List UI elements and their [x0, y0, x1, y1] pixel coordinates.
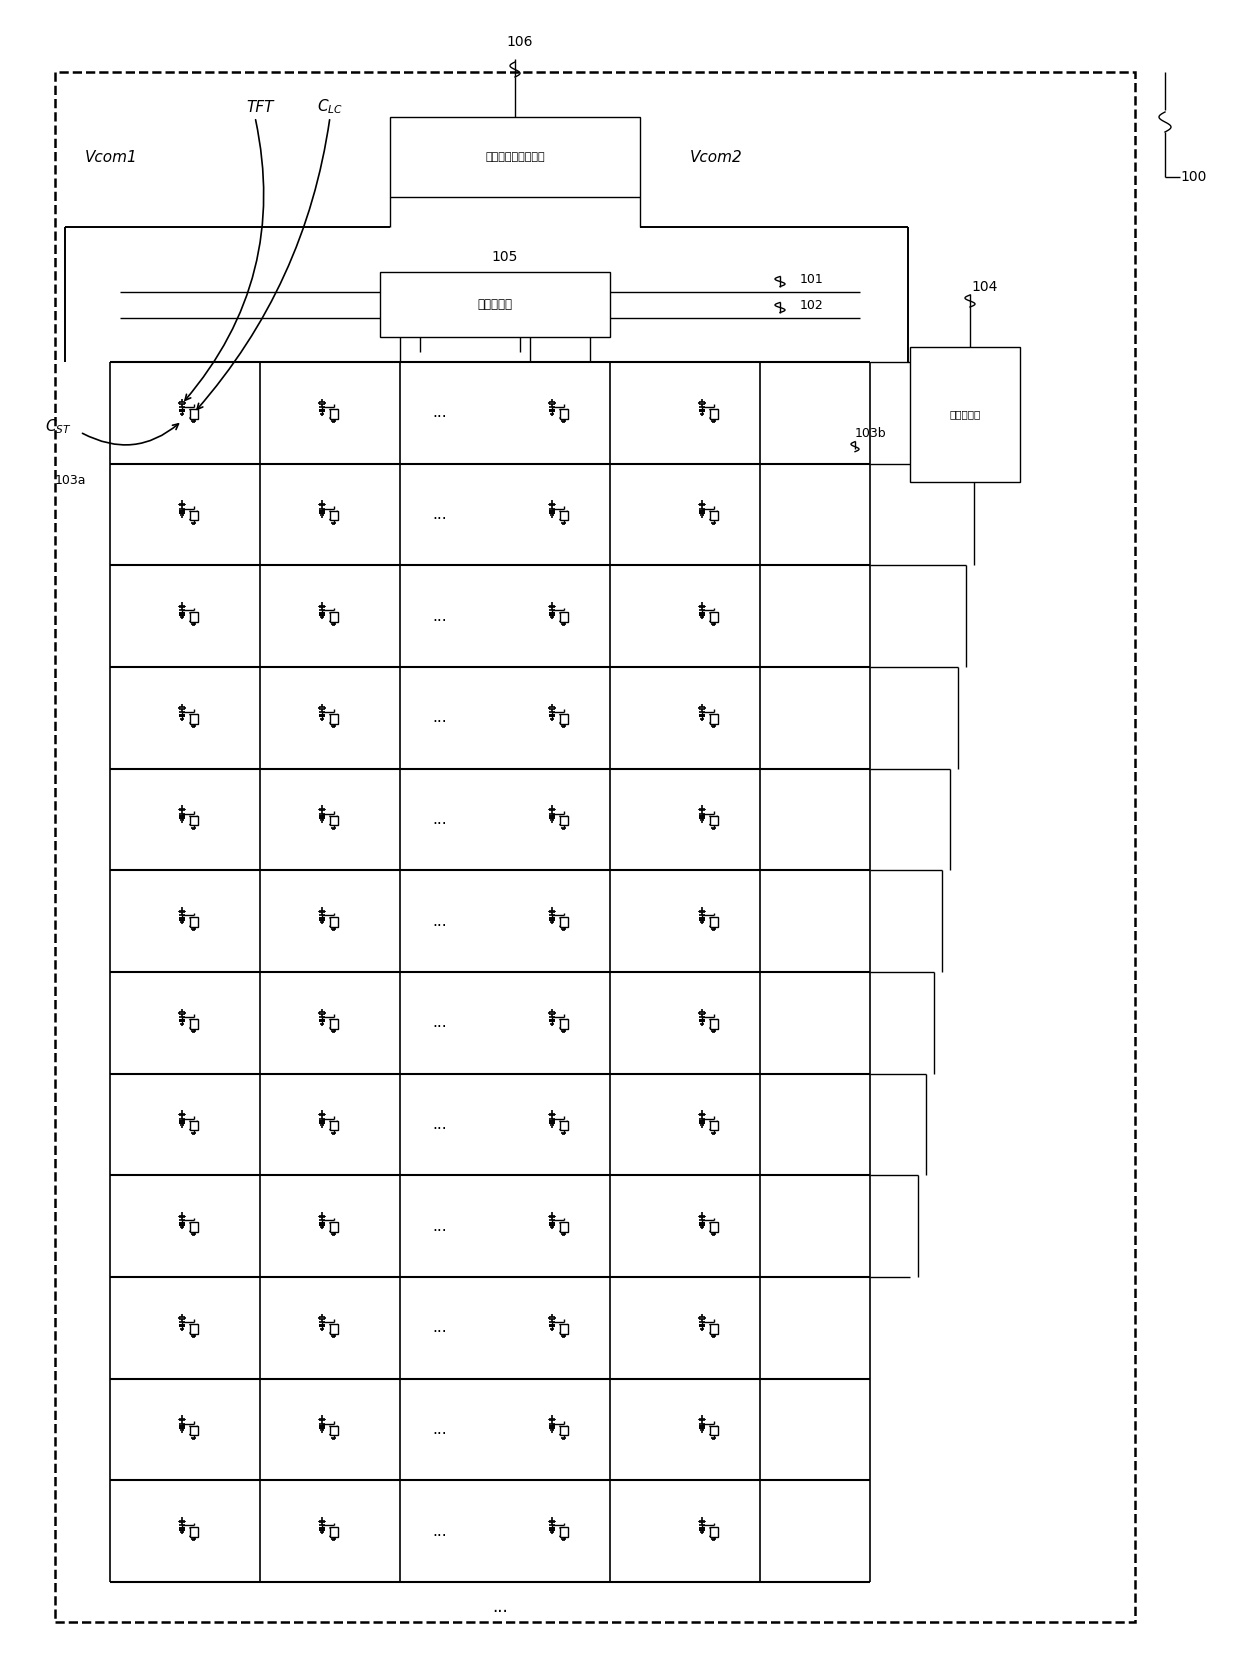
- Bar: [709, 510, 718, 520]
- Bar: [190, 1527, 197, 1537]
- Bar: [709, 1222, 718, 1232]
- Bar: [559, 510, 568, 520]
- Text: 106: 106: [507, 35, 533, 48]
- Bar: [559, 1325, 568, 1333]
- Text: $C_{ST}$: $C_{ST}$: [45, 417, 72, 437]
- Bar: [190, 510, 197, 520]
- Bar: [330, 1325, 337, 1333]
- Text: 101: 101: [800, 273, 823, 286]
- Text: ...: ...: [433, 1320, 448, 1335]
- Bar: [190, 409, 197, 419]
- Bar: [190, 1426, 197, 1436]
- Text: Vcom2: Vcom2: [689, 150, 743, 165]
- Bar: [190, 1120, 197, 1130]
- Bar: [709, 816, 718, 826]
- Bar: [391, 116, 640, 198]
- Text: ...: ...: [492, 1597, 508, 1615]
- Text: ...: ...: [433, 1524, 448, 1539]
- Text: ...: ...: [433, 914, 448, 929]
- Bar: [559, 612, 568, 622]
- Text: ...: ...: [433, 1423, 448, 1438]
- Text: ...: ...: [433, 1218, 448, 1233]
- Text: TFT: TFT: [247, 100, 274, 115]
- Bar: [190, 1019, 197, 1029]
- Bar: [190, 715, 197, 723]
- Bar: [709, 612, 718, 622]
- Bar: [330, 1222, 337, 1232]
- Text: 100: 100: [1180, 170, 1207, 184]
- Bar: [559, 917, 568, 927]
- Bar: [190, 1325, 197, 1333]
- Bar: [330, 1527, 337, 1537]
- Bar: [330, 816, 337, 826]
- Bar: [379, 273, 610, 337]
- Bar: [559, 715, 568, 723]
- Bar: [330, 917, 337, 927]
- Bar: [330, 1019, 337, 1029]
- Text: 削极线电路: 削极线电路: [950, 409, 981, 419]
- Text: Vcom1: Vcom1: [86, 150, 138, 165]
- Text: $C_{LC}$: $C_{LC}$: [317, 98, 343, 116]
- Text: ...: ...: [433, 1117, 448, 1132]
- Bar: [910, 347, 1021, 482]
- Bar: [559, 409, 568, 419]
- Bar: [709, 715, 718, 723]
- Text: 105: 105: [492, 249, 518, 264]
- Bar: [330, 1120, 337, 1130]
- Bar: [709, 917, 718, 927]
- Text: ...: ...: [433, 1015, 448, 1030]
- Bar: [559, 1120, 568, 1130]
- Text: ...: ...: [433, 406, 448, 420]
- Text: ...: ...: [433, 608, 448, 623]
- Bar: [330, 612, 337, 622]
- Text: 103a: 103a: [55, 474, 87, 487]
- Bar: [709, 1527, 718, 1537]
- Bar: [709, 409, 718, 419]
- Bar: [559, 1426, 568, 1436]
- Bar: [709, 1426, 718, 1436]
- Text: 公共电极线输出电路: 公共电极线输出电路: [485, 151, 544, 161]
- Bar: [559, 816, 568, 826]
- Bar: [330, 1426, 337, 1436]
- Bar: [330, 510, 337, 520]
- Bar: [190, 612, 197, 622]
- Text: 102: 102: [800, 299, 823, 312]
- Bar: [709, 1019, 718, 1029]
- Text: 103b: 103b: [856, 427, 887, 440]
- Bar: [559, 1222, 568, 1232]
- Bar: [190, 816, 197, 826]
- Bar: [709, 1325, 718, 1333]
- Bar: [559, 1527, 568, 1537]
- Bar: [330, 715, 337, 723]
- Text: 数据线电路: 数据线电路: [477, 297, 512, 311]
- Bar: [709, 1120, 718, 1130]
- Bar: [190, 917, 197, 927]
- Bar: [55, 71, 1135, 1622]
- Bar: [330, 409, 337, 419]
- Bar: [559, 1019, 568, 1029]
- Bar: [190, 1222, 197, 1232]
- Text: ...: ...: [433, 710, 448, 725]
- Text: ...: ...: [433, 813, 448, 828]
- Text: ...: ...: [433, 507, 448, 522]
- Text: 104: 104: [972, 279, 998, 294]
